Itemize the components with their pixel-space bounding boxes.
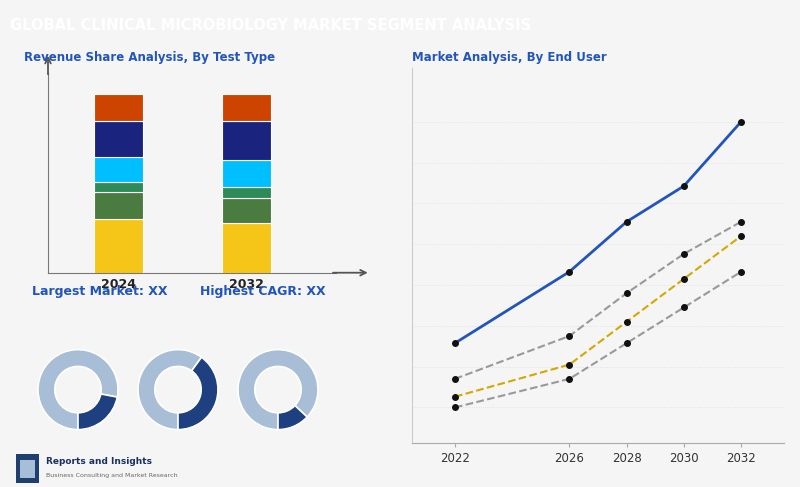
Bar: [94, 182, 142, 192]
Bar: [94, 94, 142, 121]
Bar: [222, 223, 270, 273]
Bar: [222, 160, 270, 187]
Bar: [19, 460, 35, 478]
Bar: [222, 187, 270, 198]
Text: GLOBAL CLINICAL MICROBIOLOGY MARKET SEGMENT ANALYSIS: GLOBAL CLINICAL MICROBIOLOGY MARKET SEGM…: [10, 18, 530, 33]
Text: Largest Market: XX: Largest Market: XX: [32, 284, 167, 298]
Bar: [94, 192, 142, 219]
Text: Highest CAGR: XX: Highest CAGR: XX: [200, 284, 326, 298]
Wedge shape: [278, 406, 307, 430]
Wedge shape: [78, 394, 118, 430]
Bar: [222, 94, 270, 121]
Bar: [222, 198, 270, 223]
Wedge shape: [138, 350, 202, 430]
Text: Business Consulting and Market Research: Business Consulting and Market Research: [46, 472, 178, 478]
Text: Market Analysis, By End User: Market Analysis, By End User: [412, 51, 606, 64]
Text: Revenue Share Analysis, By Test Type: Revenue Share Analysis, By Test Type: [24, 51, 275, 64]
Text: Reports and Insights: Reports and Insights: [46, 457, 152, 466]
Bar: [94, 121, 142, 157]
Wedge shape: [178, 357, 218, 430]
Bar: [16, 454, 39, 483]
Bar: [94, 219, 142, 273]
Bar: [94, 157, 142, 182]
Wedge shape: [238, 350, 318, 430]
Bar: [222, 121, 270, 160]
Wedge shape: [38, 350, 118, 430]
